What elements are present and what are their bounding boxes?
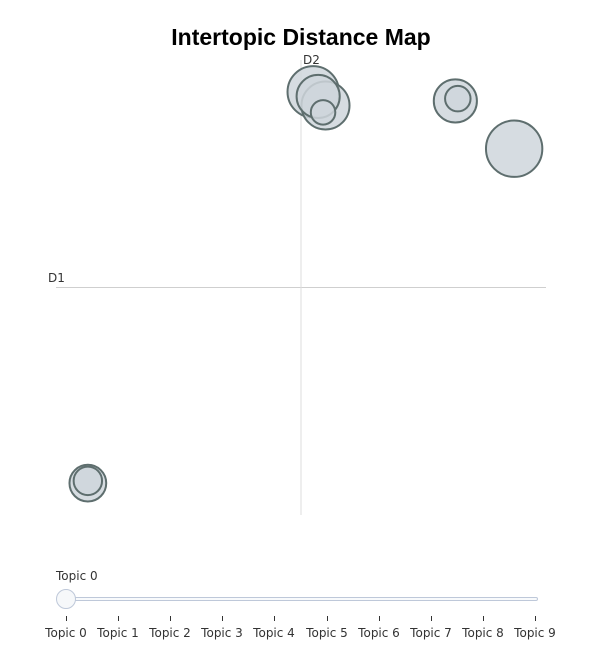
- topic-bubble-1[interactable]: [74, 467, 102, 495]
- slider-handle[interactable]: [56, 589, 76, 609]
- x-axis-label: D1: [48, 271, 65, 285]
- axes-group: [56, 60, 546, 515]
- markers-group: [69, 66, 542, 501]
- slider-rail[interactable]: [66, 597, 538, 601]
- topic-bubble-5[interactable]: [311, 100, 336, 125]
- topic-bubble-8[interactable]: [486, 121, 542, 177]
- y-axis-label: D2: [303, 53, 320, 67]
- slider-current-value: Topic 0: [56, 569, 98, 583]
- topic-bubble-7[interactable]: [445, 86, 470, 111]
